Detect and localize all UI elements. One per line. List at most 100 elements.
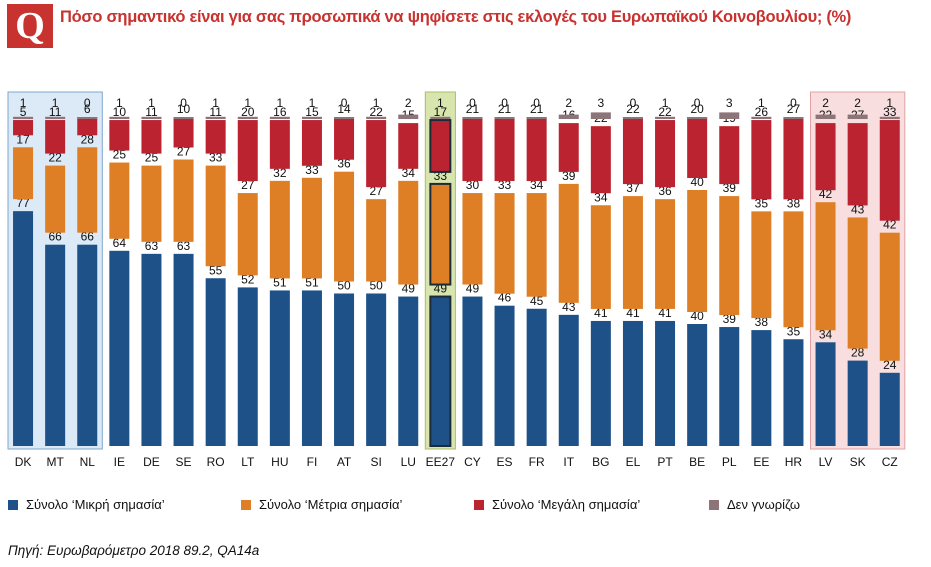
value-label-small-LT: 52 (241, 272, 255, 286)
bar-medium-LV (815, 202, 836, 331)
value-label-medium-SE: 27 (177, 145, 191, 159)
value-label-small-LV: 34 (819, 327, 833, 341)
bar-large-IT (558, 123, 579, 172)
bar-dontknow-SK (847, 114, 868, 119)
bar-large-EE (751, 120, 772, 200)
bar-small-IT (558, 314, 579, 446)
bar-large-EL (622, 117, 643, 185)
value-label-large-EE: 26 (755, 105, 769, 119)
value-label-small-IT: 43 (562, 300, 576, 314)
bar-large-FR (526, 117, 547, 182)
category-label-LT: LT (241, 455, 255, 469)
bar-medium-SI (366, 199, 387, 282)
value-label-large-FI: 15 (305, 105, 319, 119)
bar-medium-BG (590, 205, 611, 309)
bar-small-HR (783, 339, 804, 446)
bar-large-CZ (879, 120, 900, 221)
value-label-medium-BE: 40 (690, 175, 704, 189)
bar-dontknow-RO (205, 116, 226, 119)
bar-dontknow-HR (783, 117, 804, 119)
category-label-DK: DK (15, 455, 32, 469)
category-label-FR: FR (529, 455, 545, 469)
value-label-large-HR: 27 (787, 102, 801, 116)
bar-dontknow-EE (751, 116, 772, 119)
category-label-PT: PT (657, 455, 673, 469)
bar-medium-SE (173, 159, 194, 242)
category-label-AT: AT (337, 455, 352, 469)
bar-large-AT (334, 117, 355, 160)
bar-dontknow-IT (558, 114, 579, 119)
bar-medium-CY (462, 193, 483, 285)
category-label-RO: RO (207, 455, 225, 469)
value-label-large-AT: 14 (337, 102, 351, 116)
value-label-large-HU: 16 (273, 105, 287, 119)
value-label-small-PT: 41 (658, 306, 672, 320)
legend-swatch-dontknow (709, 499, 719, 510)
legend-item-dontknow: Δεν γνωρίζω (709, 497, 800, 512)
bar-small-FR (526, 308, 547, 446)
value-label-large-CY: 21 (466, 102, 480, 116)
category-label-DE: DE (143, 455, 160, 469)
bar-medium-MT (45, 165, 66, 233)
bar-dontknow-SI (366, 116, 387, 119)
bar-small-FI (301, 290, 322, 446)
value-label-large-SI: 22 (369, 105, 383, 119)
value-label-dontknow-DE: 1 (148, 96, 155, 110)
value-label-medium-BG: 34 (594, 190, 608, 204)
bar-medium-HU (269, 180, 290, 279)
bar-small-IE (109, 250, 130, 446)
bar-dontknow-LU (398, 114, 419, 119)
bar-small-NL (77, 244, 98, 446)
category-label-CY: CY (464, 455, 481, 469)
value-label-dontknow-HU: 1 (277, 96, 284, 110)
category-label-EL: EL (626, 455, 641, 469)
value-label-small-MT: 66 (48, 230, 62, 244)
bar-small-BE (687, 324, 708, 446)
bar-large-IE (109, 120, 130, 151)
value-label-dontknow-MT: 1 (52, 96, 59, 110)
bar-large-NL (77, 117, 98, 136)
bar-dontknow-DK (13, 116, 34, 119)
bar-small-DK (13, 211, 34, 446)
bar-large-BE (687, 117, 708, 178)
value-label-large-DK: 5 (20, 105, 27, 119)
bar-small-SI (366, 293, 387, 446)
bar-medium-RO (205, 165, 226, 267)
bar-large-CY (462, 117, 483, 182)
value-label-medium-PT: 36 (658, 184, 672, 198)
bar-small-BG (590, 320, 611, 446)
value-label-medium-CZ: 42 (883, 218, 897, 232)
value-label-dontknow-DK: 1 (20, 96, 27, 110)
bar-small-CY (462, 296, 483, 446)
category-label-BE: BE (689, 455, 705, 469)
bar-small-LT (237, 287, 258, 446)
legend-swatch-medium (241, 499, 251, 510)
category-label-IT: IT (563, 455, 574, 469)
bar-medium-HR (783, 211, 804, 328)
category-label-SE: SE (176, 455, 192, 469)
bar-large-EE27 (429, 119, 452, 173)
value-label-small-RO: 55 (209, 263, 223, 277)
value-label-small-PL: 39 (723, 312, 737, 326)
value-label-small-EL: 41 (626, 306, 640, 320)
bar-small-MT (45, 244, 66, 446)
value-label-dontknow-EL: 0 (630, 96, 637, 110)
value-label-dontknow-PT: 1 (662, 96, 669, 110)
value-label-small-BE: 40 (690, 309, 704, 323)
category-label-IE: IE (114, 455, 125, 469)
bar-medium-NL (77, 147, 98, 233)
value-label-large-ES: 21 (498, 102, 512, 116)
legend-swatch-large (474, 499, 484, 510)
category-label-FI: FI (307, 455, 318, 469)
bar-large-HU (269, 120, 290, 169)
value-label-medium-NL: 28 (81, 132, 95, 146)
bar-large-SE (173, 117, 194, 148)
bar-small-SE (173, 253, 194, 446)
bar-dontknow-CY (462, 117, 483, 119)
value-label-small-SE: 63 (177, 239, 191, 253)
value-label-medium-HU: 32 (273, 166, 287, 180)
value-label-dontknow-ES: 0 (501, 96, 508, 110)
value-label-small-FI: 51 (305, 275, 319, 289)
value-label-dontknow-IT: 2 (565, 96, 572, 110)
value-label-dontknow-BE: 0 (694, 96, 701, 110)
